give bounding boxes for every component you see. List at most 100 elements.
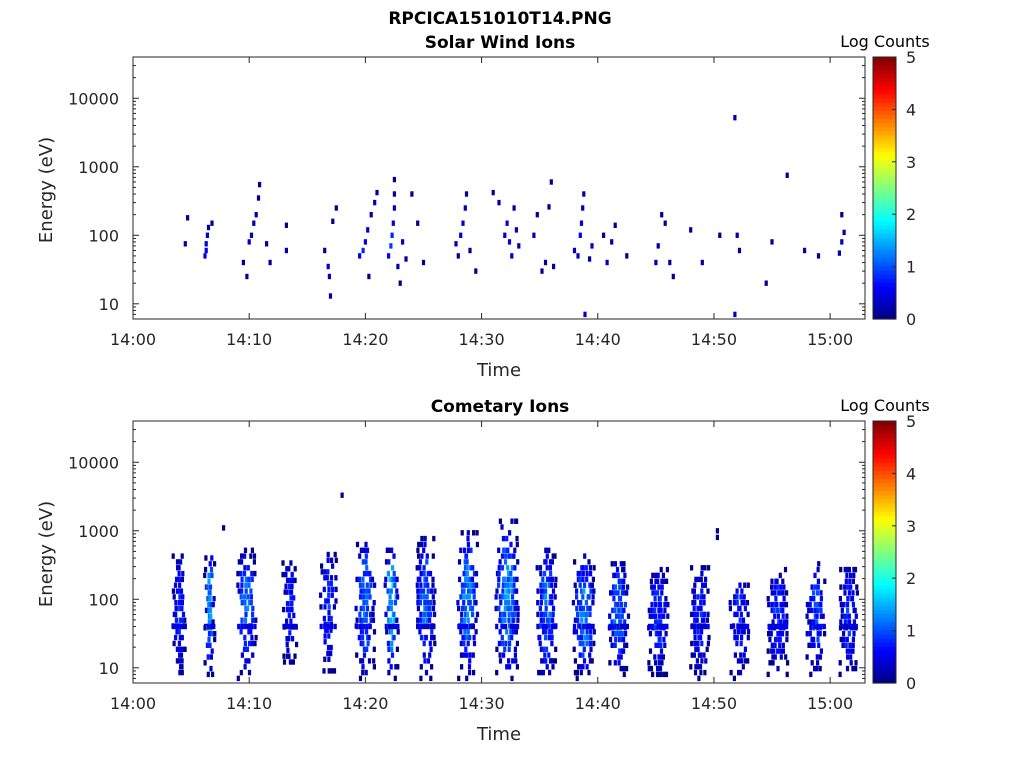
heatmap-cell xyxy=(770,642,774,648)
heatmap-cell xyxy=(541,582,546,588)
heatmap-cell xyxy=(383,582,387,588)
heatmap-cell xyxy=(367,588,371,594)
heatmap-cell xyxy=(740,634,744,641)
heatmap-cell xyxy=(252,220,256,226)
heatmap-cell xyxy=(613,607,617,614)
heatmap-cell xyxy=(325,575,329,581)
heatmap-cell xyxy=(423,600,427,606)
heatmap-cell xyxy=(328,293,333,299)
x-tick-label: 14:40 xyxy=(575,330,621,349)
heatmap-cell xyxy=(764,280,768,286)
heatmap-cell xyxy=(423,535,427,542)
heatmap-cell xyxy=(247,582,251,588)
heatmap-cell xyxy=(501,535,505,542)
colorbar-segment xyxy=(873,506,896,512)
heatmap-cell xyxy=(616,590,620,596)
heatmap-cell xyxy=(668,259,672,266)
heatmap-cell xyxy=(548,617,553,623)
heatmap-cell xyxy=(211,619,215,625)
heatmap-cell xyxy=(664,631,668,637)
heatmap-cell xyxy=(809,596,813,602)
heatmap-cell xyxy=(573,617,577,623)
heatmap-cell xyxy=(783,566,788,573)
heatmap-cell xyxy=(658,665,663,672)
heatmap-cell xyxy=(770,578,774,584)
heatmap-cell xyxy=(386,570,390,577)
heatmap-cell xyxy=(536,600,540,606)
heatmap-cell xyxy=(500,565,505,571)
heatmap-cell xyxy=(497,576,501,583)
heatmap-cell xyxy=(384,623,388,630)
colorbar-tick-label: 3 xyxy=(906,153,916,172)
heatmap-cell xyxy=(579,669,583,676)
heatmap-cell xyxy=(503,559,508,565)
heatmap-cell xyxy=(171,588,175,594)
heatmap-cell xyxy=(605,259,609,266)
heatmap-cell xyxy=(614,636,618,643)
heatmap-cell xyxy=(180,669,184,676)
heatmap-cell xyxy=(419,675,423,682)
heatmap-cell xyxy=(819,596,823,602)
heatmap-cell xyxy=(422,611,426,618)
heatmap-cell xyxy=(326,551,330,558)
heatmap-cell xyxy=(807,642,811,648)
heatmap-cell xyxy=(513,611,517,618)
heatmap-cell xyxy=(510,518,514,524)
heatmap-cell xyxy=(463,205,467,211)
heatmap-cell xyxy=(785,631,789,637)
heatmap-cell xyxy=(613,642,617,648)
colorbar-segment xyxy=(873,666,896,672)
heatmap-cell xyxy=(507,634,511,641)
heatmap-cell xyxy=(810,660,814,666)
heatmap-cell xyxy=(289,560,293,566)
heatmap-cell xyxy=(364,669,368,676)
heatmap-cell xyxy=(584,617,588,623)
colorbar-segment xyxy=(873,580,896,586)
heatmap-cell xyxy=(322,615,326,622)
heatmap-cell xyxy=(249,232,254,238)
heatmap-cell xyxy=(416,623,420,630)
heatmap-cell xyxy=(551,611,555,618)
heatmap-cell xyxy=(737,247,742,254)
heatmap-cell xyxy=(843,584,847,590)
heatmap-cell xyxy=(500,524,504,530)
heatmap-cell xyxy=(553,658,557,664)
x-tick-label: 14:10 xyxy=(226,694,272,713)
heatmap-cell xyxy=(700,629,704,635)
heatmap-cell xyxy=(243,547,248,553)
heatmap-cell xyxy=(766,596,770,602)
heatmap-cell xyxy=(582,646,586,652)
heatmap-cell xyxy=(396,623,400,630)
heatmap-cell xyxy=(334,205,338,211)
heatmap-cell xyxy=(508,623,512,629)
colorbar-segment xyxy=(873,237,896,242)
heatmap-cell xyxy=(544,559,548,565)
heatmap-cell xyxy=(665,566,669,573)
heatmap-cell xyxy=(243,664,247,670)
heatmap-cell xyxy=(500,594,504,600)
heatmap-cell xyxy=(588,658,592,664)
heatmap-cell xyxy=(460,611,464,618)
colorbar-tick-label: 3 xyxy=(906,517,916,536)
heatmap-cell xyxy=(619,561,623,567)
heatmap-cell xyxy=(372,629,377,635)
heatmap-cell xyxy=(542,623,546,630)
heatmap-cell xyxy=(469,582,473,588)
heatmap-cell xyxy=(551,553,555,559)
heatmap-cell xyxy=(390,623,394,630)
heatmap-cell xyxy=(591,623,595,630)
heatmap-cell xyxy=(539,611,544,618)
heatmap-cell xyxy=(702,652,706,658)
heatmap-cell xyxy=(368,611,373,618)
heatmap-cell xyxy=(823,631,827,637)
heatmap-cell xyxy=(292,595,296,601)
heatmap-cell xyxy=(609,590,613,596)
heatmap-cell xyxy=(430,664,434,670)
heatmap-cell xyxy=(590,243,594,249)
heatmap-cell xyxy=(808,631,812,637)
heatmap-cell xyxy=(853,607,857,614)
heatmap-cell xyxy=(573,658,577,664)
heatmap-cell xyxy=(429,675,433,682)
colorbar-segment xyxy=(873,584,896,590)
heatmap-cell xyxy=(733,634,737,641)
